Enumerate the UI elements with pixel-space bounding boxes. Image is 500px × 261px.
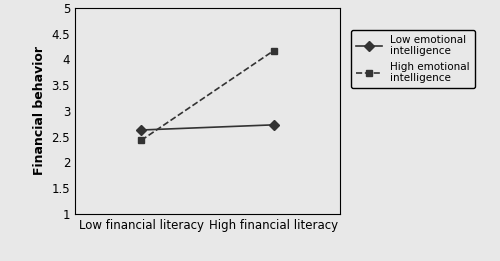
Y-axis label: Financial behavior: Financial behavior [33, 46, 46, 175]
Legend: Low emotional
intelligence, High emotional
intelligence: Low emotional intelligence, High emotion… [350, 29, 475, 88]
